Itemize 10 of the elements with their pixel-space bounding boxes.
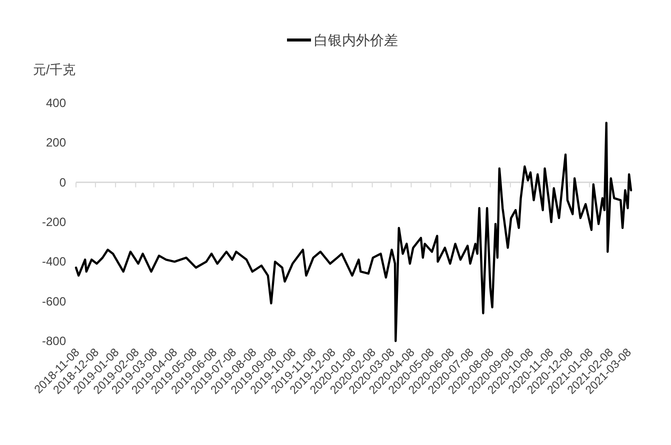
y-tick-label: -800 (42, 334, 66, 348)
y-tick-label: -600 (42, 294, 66, 308)
y-tick-label: -400 (42, 254, 66, 269)
y-tick-label: -200 (42, 215, 66, 229)
y-tick-label: 0 (59, 175, 66, 190)
line-series (74, 122, 632, 342)
y-tick-label: 200 (46, 136, 66, 150)
legend-label: 白银内外价差 (314, 32, 398, 48)
y-tick-label: 400 (46, 96, 66, 110)
y-axis-title: 元/千克 (33, 62, 76, 77)
